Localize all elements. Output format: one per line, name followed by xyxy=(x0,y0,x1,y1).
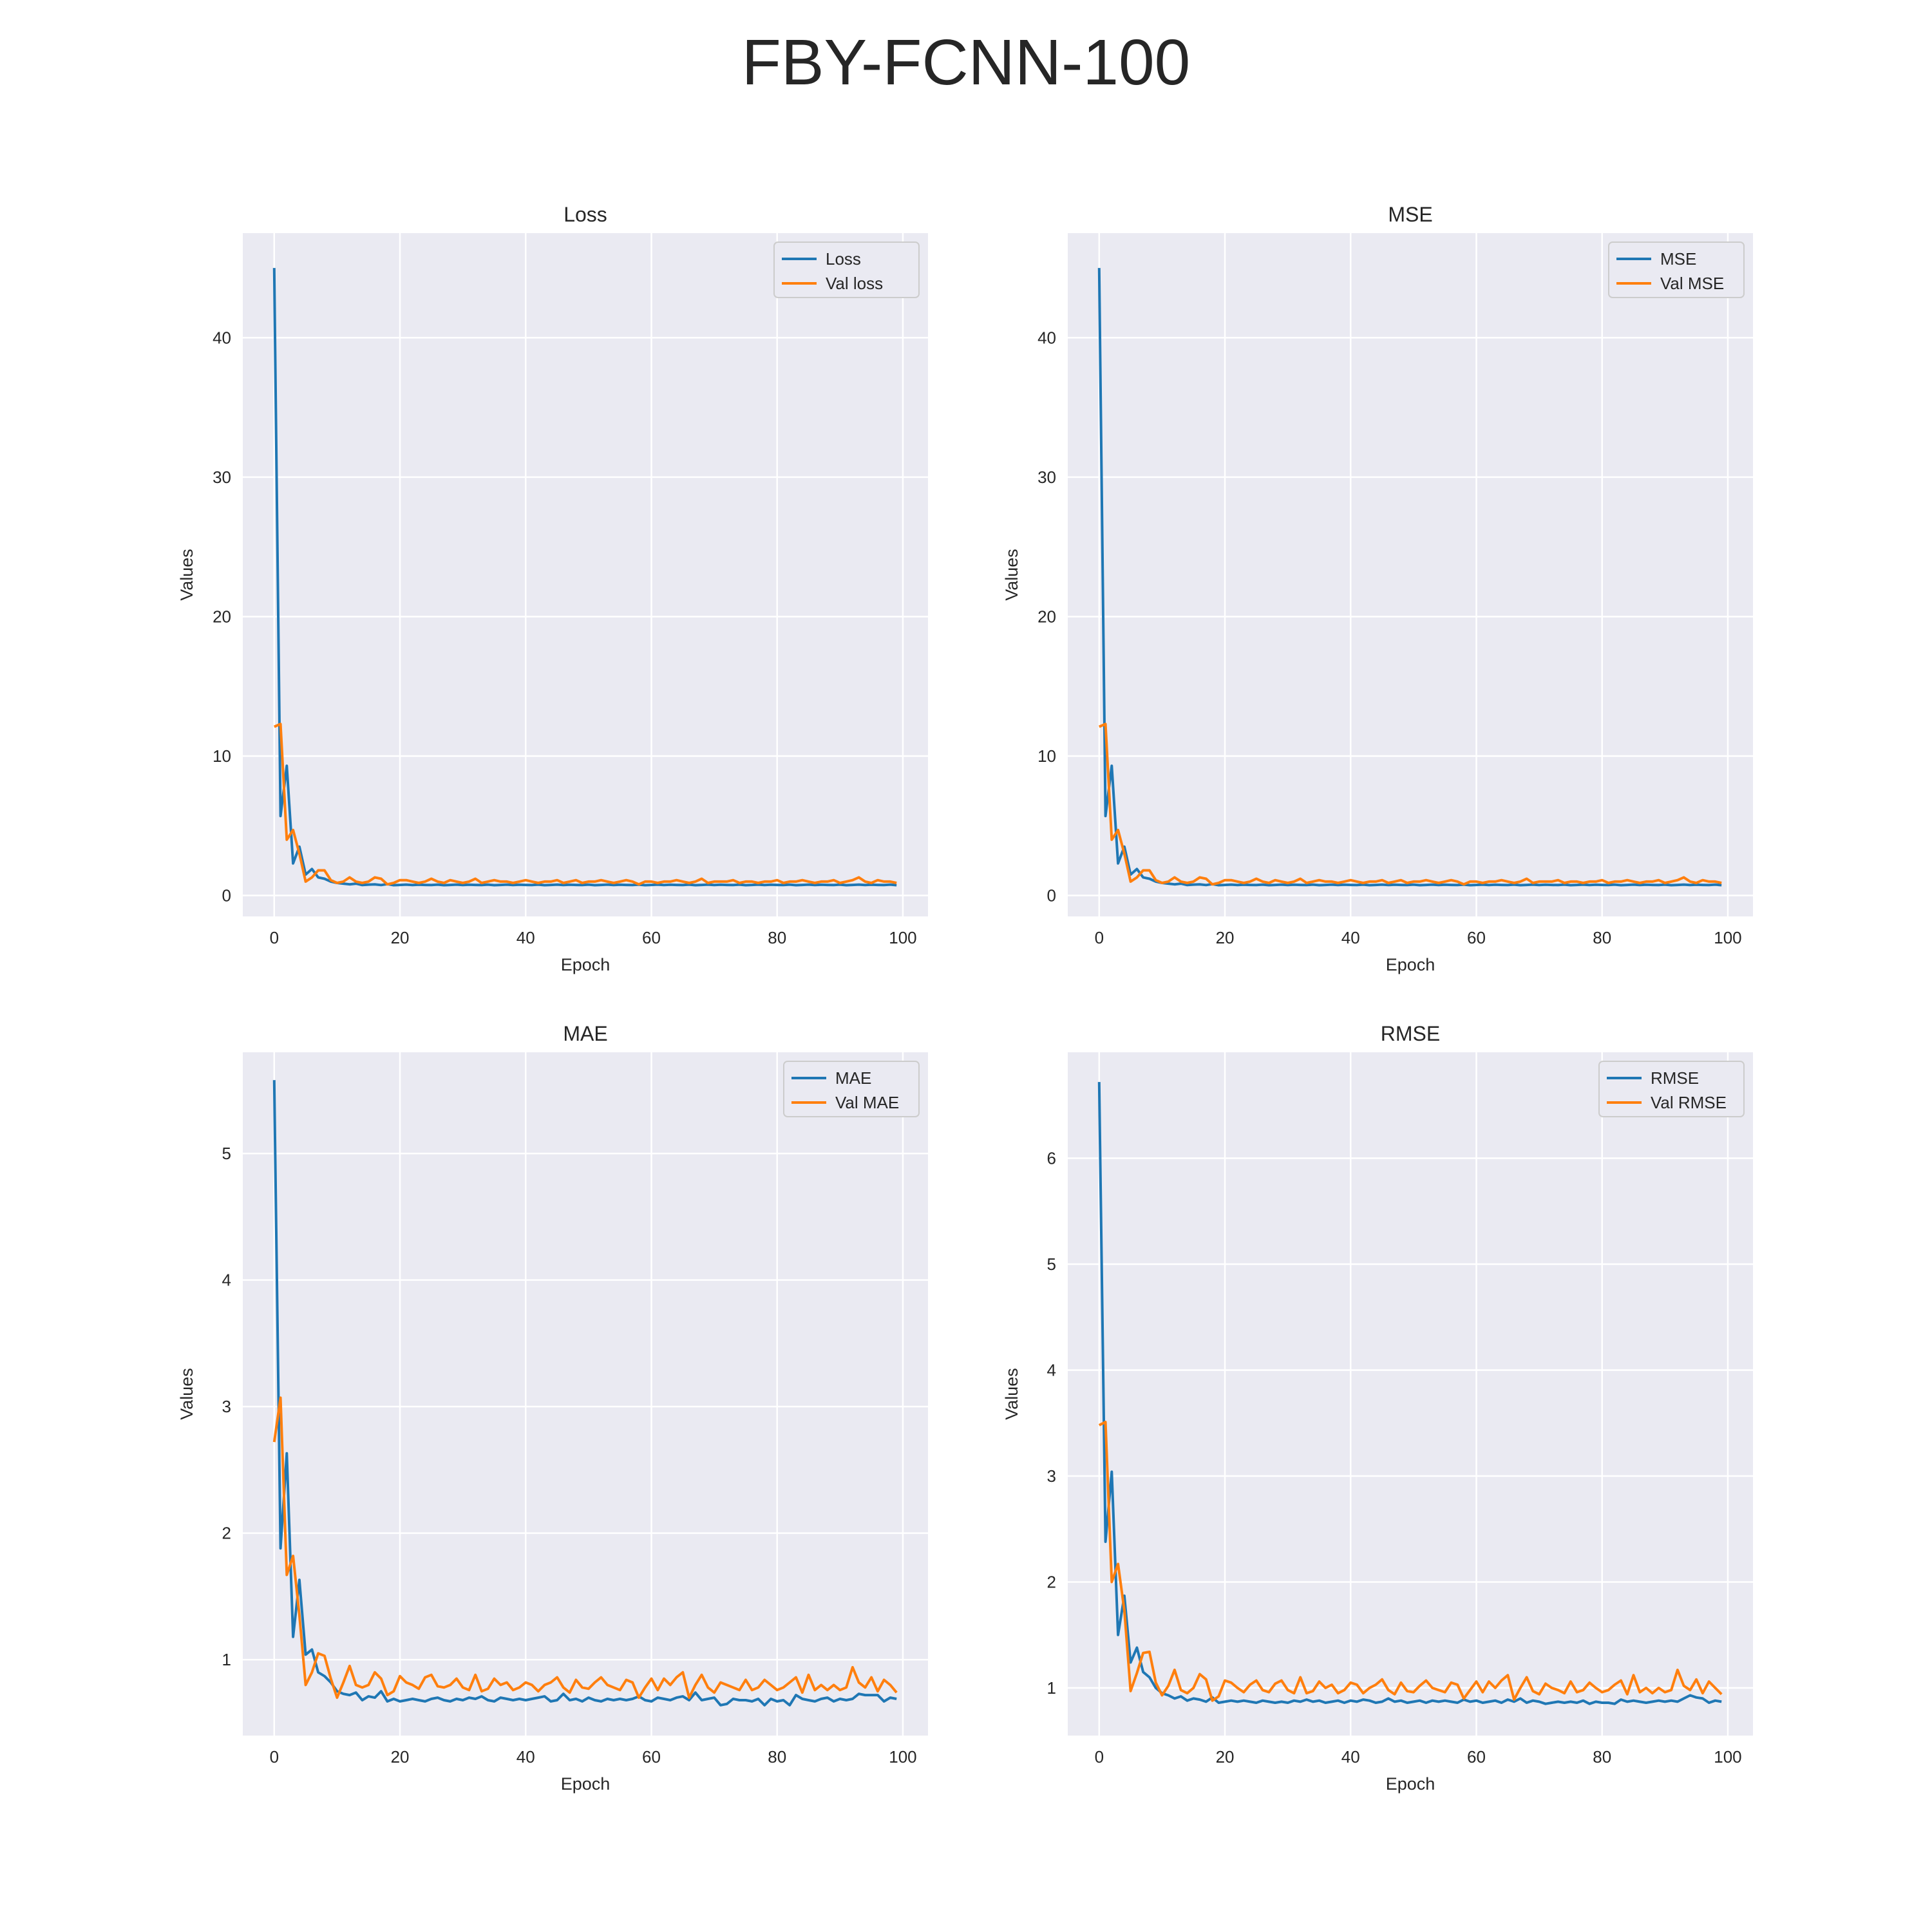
legend: MAE Val MAE xyxy=(783,1061,920,1117)
x-tick-label: 20 xyxy=(391,1747,410,1766)
y-axis-label: Values xyxy=(1002,549,1021,601)
x-axis-label: Epoch xyxy=(1386,1774,1435,1794)
x-tick-label: 20 xyxy=(391,928,410,947)
panel-title: RMSE xyxy=(1381,1022,1440,1045)
y-axis-label: Values xyxy=(1002,1368,1021,1420)
x-axis-label: Epoch xyxy=(1386,955,1435,974)
legend-label: Val RMSE xyxy=(1651,1093,1727,1112)
figure-title: FBY-FCNN-100 xyxy=(741,26,1191,99)
legend-label: Val MSE xyxy=(1660,274,1724,293)
y-tick-label: 20 xyxy=(1037,607,1056,626)
legend-label: Val loss xyxy=(826,274,883,293)
legend: Loss Val loss xyxy=(773,242,920,298)
chart-panel-loss: 0 20 40 60 80 100010203040EpochValuesLossLoss… xyxy=(177,203,928,974)
y-tick-label: 3 xyxy=(1047,1466,1056,1486)
x-tick-label: 0 xyxy=(270,928,279,947)
x-tick-label: 100 xyxy=(889,1747,916,1766)
y-tick-label: 10 xyxy=(1037,746,1056,766)
x-tick-label: 40 xyxy=(1341,928,1360,947)
chart-panel-rmse: 0 20 40 60 80 100 1 2 3 4 5 6 Epoch Values RMSE RMSE Val… xyxy=(1002,1022,1753,1794)
y-tick-label: 40 xyxy=(1037,328,1056,347)
x-tick-label: 0 xyxy=(1095,1747,1104,1766)
y-axis-label: Values xyxy=(177,1368,196,1420)
x-tick-label: 80 xyxy=(768,928,786,947)
x-tick-label: 0 xyxy=(1095,928,1104,947)
x-tick-label: 40 xyxy=(1341,1747,1360,1766)
legend-label: RMSE xyxy=(1651,1068,1699,1088)
x-tick-label: 40 xyxy=(516,928,535,947)
legend-label: MSE xyxy=(1660,249,1696,269)
x-tick-label: 80 xyxy=(768,1747,786,1766)
plot-area xyxy=(1068,233,1753,916)
x-axis-label: Epoch xyxy=(561,955,611,974)
y-tick-label: 1 xyxy=(222,1650,231,1669)
x-tick-label: 80 xyxy=(1593,1747,1611,1766)
x-tick-label: 60 xyxy=(1467,928,1486,947)
plot-area xyxy=(243,1052,928,1736)
panel-title: Loss xyxy=(564,203,607,226)
legend-label: Loss xyxy=(826,249,861,269)
y-tick-label: 4 xyxy=(222,1271,231,1290)
x-tick-label: 80 xyxy=(1593,928,1611,947)
y-tick-label: 40 xyxy=(213,328,231,347)
x-tick-label: 60 xyxy=(642,1747,661,1766)
legend-label: MAE xyxy=(835,1068,871,1088)
series-line-val-loss xyxy=(273,723,897,886)
plot-area xyxy=(243,233,928,916)
panel-title: MSE xyxy=(1388,203,1432,226)
x-axis-label: Epoch xyxy=(561,1774,611,1794)
panel-title: MAE xyxy=(563,1022,607,1045)
y-tick-label: 0 xyxy=(1047,886,1056,905)
series-line-val-mse xyxy=(1098,723,1722,886)
x-tick-label: 100 xyxy=(1714,1747,1741,1766)
x-tick-label: 20 xyxy=(1216,1747,1235,1766)
legend: MSE Val MSE xyxy=(1608,242,1745,298)
y-tick-label: 30 xyxy=(213,468,231,487)
x-tick-label: 100 xyxy=(1714,928,1741,947)
x-tick-label: 20 xyxy=(1216,928,1235,947)
series-line-val-mae xyxy=(272,1396,898,1700)
chart-panel-mae: 0 20 40 60 80 100 1 2 3 4 5 Epoch Values MAE MAE Val MA… xyxy=(177,1022,928,1794)
plot-area xyxy=(1068,1052,1753,1736)
series-line-mae xyxy=(272,1080,897,1707)
x-tick-label: 100 xyxy=(889,928,916,947)
y-tick-label: 0 xyxy=(222,886,231,905)
series-line-val-rmse xyxy=(1098,1421,1723,1702)
legend: RMSE Val RMSE xyxy=(1598,1061,1745,1117)
y-tick-label: 2 xyxy=(222,1524,231,1543)
y-tick-label: 10 xyxy=(213,746,231,766)
y-tick-label: 6 xyxy=(1047,1148,1056,1168)
x-tick-label: 60 xyxy=(642,928,661,947)
series-line-loss xyxy=(272,268,897,887)
legend-label: Val MAE xyxy=(835,1093,899,1112)
chart-panel-mse: 0 20 40 60 80 100 0 10 20 30 40 Epoch Values MSE MSE Va… xyxy=(1002,203,1753,974)
y-tick-label: 1 xyxy=(1047,1678,1056,1698)
y-tick-label: 3 xyxy=(222,1397,231,1416)
x-tick-label: 40 xyxy=(516,1747,535,1766)
y-tick-label: 5 xyxy=(1047,1255,1056,1274)
y-tick-label: 30 xyxy=(1037,468,1056,487)
x-tick-label: 0 xyxy=(270,1747,279,1766)
series-line-mse xyxy=(1097,268,1722,887)
y-tick-label: 20 xyxy=(213,607,231,626)
series-line-rmse xyxy=(1097,1082,1722,1705)
x-tick-label: 60 xyxy=(1467,1747,1486,1766)
y-tick-label: 5 xyxy=(222,1144,231,1163)
y-tick-label: 4 xyxy=(1047,1360,1056,1379)
y-tick-label: 2 xyxy=(1047,1572,1056,1591)
y-axis-label: Values xyxy=(177,549,196,601)
